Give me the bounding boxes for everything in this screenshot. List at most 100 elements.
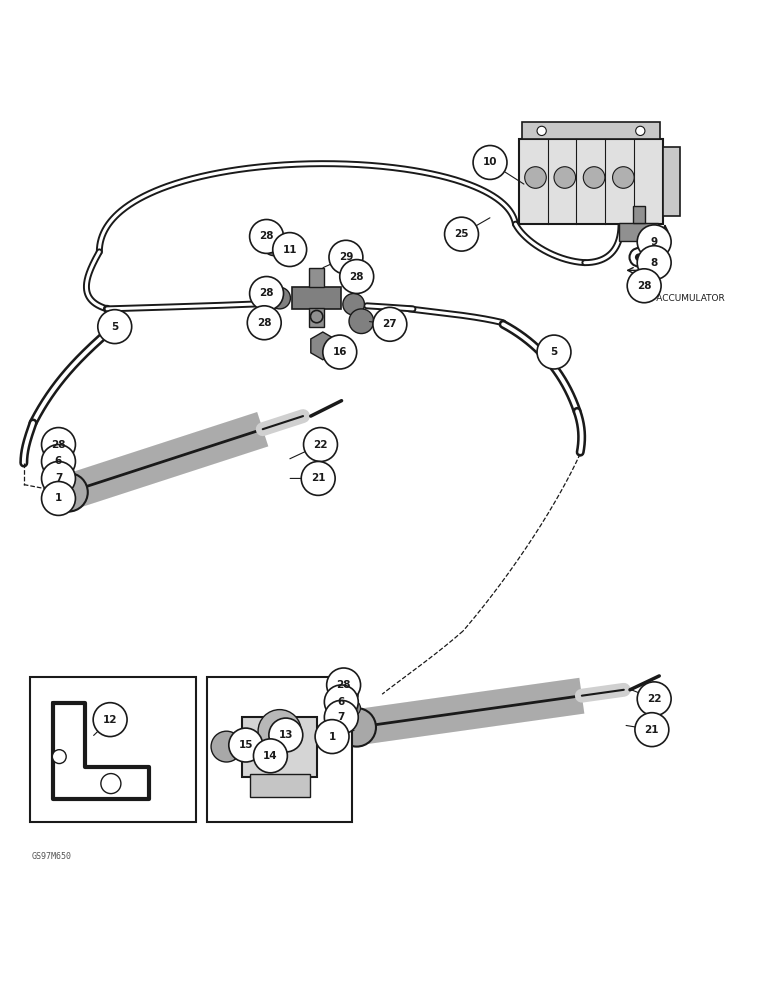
- Text: GS97M650: GS97M650: [32, 852, 72, 861]
- Text: 28: 28: [350, 272, 364, 282]
- Circle shape: [301, 461, 335, 495]
- Circle shape: [537, 126, 547, 136]
- Text: 5: 5: [550, 347, 557, 357]
- Circle shape: [337, 708, 376, 747]
- Circle shape: [635, 253, 642, 261]
- Circle shape: [303, 428, 337, 461]
- Text: 15: 15: [239, 740, 253, 750]
- Bar: [309, 268, 324, 287]
- Circle shape: [373, 307, 407, 341]
- Text: 11: 11: [283, 245, 297, 255]
- Circle shape: [343, 687, 358, 703]
- Text: 10: 10: [482, 157, 497, 167]
- Bar: [242, 717, 317, 777]
- Text: 1: 1: [55, 493, 62, 503]
- Text: 16: 16: [333, 347, 347, 357]
- Text: 28: 28: [259, 231, 274, 241]
- Circle shape: [269, 287, 290, 309]
- Circle shape: [473, 146, 507, 179]
- Text: 8: 8: [651, 258, 658, 268]
- Text: 28: 28: [337, 680, 350, 690]
- Circle shape: [273, 233, 306, 267]
- Circle shape: [627, 269, 661, 303]
- Text: 6: 6: [337, 697, 345, 707]
- Text: 1: 1: [328, 732, 336, 742]
- Circle shape: [247, 306, 281, 340]
- Text: 25: 25: [454, 229, 469, 239]
- Circle shape: [269, 240, 279, 249]
- Circle shape: [258, 710, 301, 753]
- Circle shape: [53, 452, 69, 468]
- Text: 27: 27: [383, 319, 397, 329]
- Text: 9: 9: [651, 237, 658, 247]
- Text: 5: 5: [111, 322, 118, 332]
- Circle shape: [42, 445, 76, 478]
- Circle shape: [42, 428, 76, 461]
- Circle shape: [229, 728, 262, 762]
- Text: 6: 6: [55, 456, 62, 466]
- Circle shape: [211, 731, 242, 762]
- Circle shape: [637, 246, 671, 280]
- Text: 21: 21: [311, 473, 326, 483]
- Bar: [309, 308, 324, 327]
- Circle shape: [525, 167, 547, 188]
- Text: 7: 7: [55, 473, 63, 483]
- Circle shape: [340, 260, 374, 293]
- Text: 7: 7: [337, 712, 345, 722]
- Polygon shape: [311, 332, 335, 360]
- Bar: [249, 774, 310, 797]
- Circle shape: [637, 267, 659, 289]
- Text: 22: 22: [647, 694, 662, 704]
- Text: 28: 28: [51, 440, 66, 450]
- Text: 12: 12: [103, 715, 117, 725]
- Circle shape: [637, 225, 671, 259]
- Circle shape: [327, 668, 361, 702]
- Circle shape: [324, 685, 358, 719]
- Circle shape: [323, 335, 357, 369]
- Circle shape: [52, 750, 66, 764]
- Bar: [207, 677, 352, 822]
- Text: 29: 29: [339, 252, 353, 262]
- Circle shape: [249, 219, 283, 253]
- Bar: [663, 147, 680, 216]
- Circle shape: [101, 774, 121, 794]
- Circle shape: [98, 310, 132, 344]
- Circle shape: [554, 167, 576, 188]
- Circle shape: [635, 713, 669, 747]
- Bar: [619, 223, 658, 241]
- Bar: [519, 139, 663, 224]
- Circle shape: [445, 217, 479, 251]
- Text: 22: 22: [313, 440, 328, 450]
- Circle shape: [262, 233, 286, 256]
- Circle shape: [343, 293, 364, 315]
- Circle shape: [269, 718, 303, 752]
- Text: 28: 28: [637, 281, 652, 291]
- Circle shape: [42, 461, 76, 495]
- Circle shape: [93, 703, 127, 737]
- Text: 13: 13: [279, 730, 293, 740]
- Circle shape: [612, 167, 634, 188]
- Bar: [30, 677, 195, 822]
- Text: 28: 28: [257, 318, 272, 328]
- Circle shape: [253, 739, 287, 773]
- Bar: [523, 122, 659, 139]
- Circle shape: [249, 277, 283, 310]
- Circle shape: [270, 722, 289, 740]
- Text: TO ACCUMULATOR: TO ACCUMULATOR: [641, 294, 725, 303]
- Circle shape: [349, 309, 374, 334]
- Text: 21: 21: [645, 725, 659, 735]
- Circle shape: [537, 335, 571, 369]
- Circle shape: [329, 240, 363, 274]
- Circle shape: [42, 482, 76, 515]
- Bar: [632, 206, 645, 223]
- Circle shape: [49, 473, 88, 512]
- Circle shape: [637, 682, 671, 716]
- Circle shape: [584, 167, 604, 188]
- Text: 28: 28: [259, 288, 274, 298]
- Circle shape: [57, 465, 73, 481]
- Text: 14: 14: [263, 751, 278, 761]
- Circle shape: [324, 700, 358, 734]
- Bar: [292, 287, 341, 309]
- Circle shape: [635, 126, 645, 136]
- Circle shape: [345, 700, 361, 716]
